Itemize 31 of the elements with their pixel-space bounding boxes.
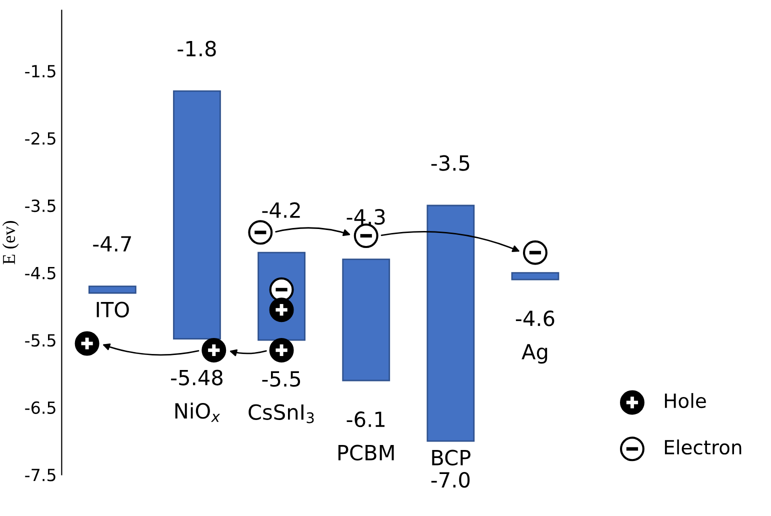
y-tick-label: -5.5 — [25, 334, 56, 347]
bar — [426, 204, 475, 442]
y-tick-label: -7.5 — [25, 468, 56, 482]
x-tick-label: ITO — [96, 302, 129, 318]
annotation: -4.6 — [516, 310, 554, 326]
annotation: -7.0 — [431, 472, 470, 488]
annotation: -3.5 — [431, 155, 470, 171]
x-tick-label: CsSnI$_{3}$ — [248, 404, 314, 424]
text: Electron — [664, 440, 742, 455]
annotation: -5.5 — [262, 371, 300, 387]
x-tick-label: Ag — [522, 344, 548, 364]
bar — [88, 286, 136, 294]
text: Hole — [664, 393, 706, 408]
y-tick-label: -3.5 — [25, 199, 56, 212]
y-axis-title: E (ev) — [2, 221, 19, 264]
annotation: -1.8 — [178, 40, 216, 56]
annotation: -6.1 — [346, 411, 385, 428]
annotation: -4.7 — [93, 236, 131, 252]
bar — [342, 258, 390, 382]
bar — [173, 90, 221, 340]
bar — [511, 272, 560, 280]
x-tick-label: PCBM — [338, 444, 394, 461]
y-tick-label: -2.5 — [25, 132, 56, 145]
annotation: -5.48 — [171, 370, 223, 386]
y-tick-label: -6.5 — [25, 401, 56, 414]
annotation: -4.3 — [346, 208, 385, 225]
y-tick-label: -4.5 — [25, 266, 56, 280]
y-tick-label: -1.5 — [25, 65, 56, 78]
x-tick-label: BCP — [432, 450, 470, 466]
annotation: -4.2 — [262, 202, 300, 218]
x-tick-label: NiO$_{x}$ — [175, 402, 220, 422]
